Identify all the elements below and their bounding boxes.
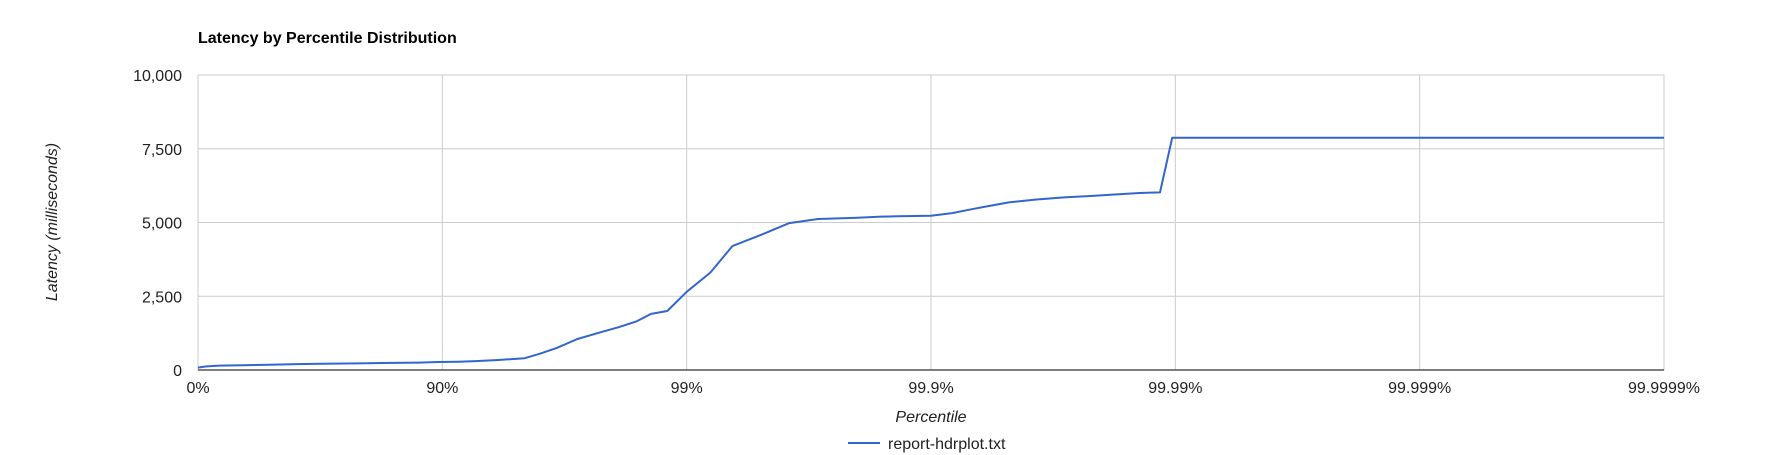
- legend[interactable]: report-hdrplot.txt: [848, 436, 1006, 453]
- x-tick-label: 90%: [426, 380, 458, 397]
- y-axis-label: Latency (milliseconds): [44, 143, 61, 301]
- x-tick-label: 99%: [671, 380, 703, 397]
- legend-label: report-hdrplot.txt: [888, 436, 1006, 453]
- y-axis-tick-labels: 0 2,500 5,000 7,500 10,000: [133, 68, 182, 380]
- horizontal-gridlines: [198, 148, 1664, 297]
- x-axis-tick-labels: 0% 90% 99% 99.9% 99.99% 99.999% 99.9999%: [186, 380, 1700, 397]
- y-tick-label: 10,000: [133, 68, 182, 85]
- x-tick-label: 99.9%: [908, 380, 953, 397]
- x-tick-label: 99.99%: [1148, 380, 1202, 397]
- y-tick-label: 7,500: [142, 142, 182, 159]
- y-tick-label: 2,500: [142, 289, 182, 306]
- x-tick-label: 99.9999%: [1628, 380, 1700, 397]
- x-tick-label: 99.999%: [1388, 380, 1451, 397]
- y-tick-label: 0: [173, 363, 182, 380]
- x-axis-label: Percentile: [895, 409, 966, 426]
- x-tick-label: 0%: [186, 380, 209, 397]
- series-line-report-hdrplot: [197, 136, 1664, 369]
- chart-title: Latency by Percentile Distribution: [198, 30, 457, 47]
- y-tick-label: 5,000: [142, 216, 182, 233]
